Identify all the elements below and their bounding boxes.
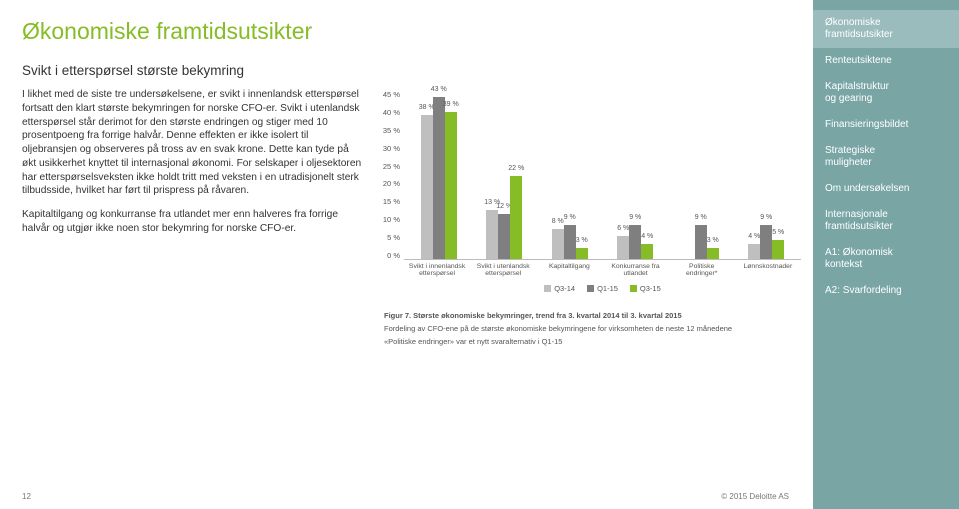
page-number: 12 [22,492,31,501]
page-title: Økonomiske framtidsutsikter [22,18,801,45]
bar-value-label: 9 % [760,214,772,221]
y-tick: 0 % [376,251,400,260]
sidebar-nav: ØkonomiskeframtidsutsikterRenteutsiktene… [813,0,959,509]
bar-value-label: 9 % [629,214,641,221]
sidebar-item[interactable]: Finansieringsbildet [813,112,959,138]
x-tick-label: Kapitaltilgang [540,263,598,278]
bar-value-label: 43 % [431,86,447,93]
y-tick: 25 % [376,162,400,171]
caption-note: «Politiske endringer» var et nytt svaral… [384,337,801,346]
bar-group: 4 %9 %5 % [748,225,784,259]
y-axis: 45 % 40 % 35 % 30 % 25 % 20 % 15 % 10 % 5 % 0 % [376,90,404,260]
x-tick-label: Svikt i innenlandsketterspørsel [408,263,466,278]
bar: 43 % [433,97,445,259]
legend-q315: Q3-15 [630,284,661,293]
bar-value-label: 6 % [617,225,629,232]
sidebar-item[interactable]: Om undersøkelsen [813,176,959,202]
swatch-icon [544,285,551,292]
sidebar-item[interactable]: Renteutsiktene [813,48,959,74]
chart-caption: Figur 7. Største økonomiske bekymringer,… [384,311,801,346]
bar: 12 % [498,214,510,259]
sidebar-item[interactable]: A1: Økonomiskkontekst [813,240,959,278]
sidebar-item[interactable]: Kapitalstrukturog gearing [813,74,959,112]
swatch-icon [630,285,637,292]
bar: 4 % [641,244,653,259]
bar-group: 38 %43 %39 % [421,97,457,259]
bar-value-label: 4 % [641,233,653,240]
bar: 22 % [510,176,522,259]
body-text: I likhet med de siste tre undersøkelsene… [22,88,362,350]
bar-value-label: 3 % [576,237,588,244]
bar-value-label: 22 % [508,165,524,172]
bar: 3 % [707,248,719,259]
bar-value-label: 9 % [564,214,576,221]
bar: 9 % [629,225,641,259]
sidebar-item[interactable]: Strategiskemuligheter [813,138,959,176]
legend-label: Q3-14 [554,284,575,293]
legend-label: Q1-15 [597,284,618,293]
bar: 9 % [695,225,707,259]
copyright: © 2015 Deloitte AS [721,492,789,501]
y-tick: 35 % [376,126,400,135]
y-tick: 10 % [376,215,400,224]
sidebar-item[interactable]: Internasjonaleframtidsutsikter [813,202,959,240]
bar-value-label: 3 % [707,237,719,244]
x-tick-label: Politiskeendringer* [673,263,731,278]
y-tick: 40 % [376,108,400,117]
y-tick: 15 % [376,197,400,206]
legend-label: Q3-15 [640,284,661,293]
page-subtitle: Svikt i etterspørsel største bekymring [22,63,801,78]
legend-q115: Q1-15 [587,284,618,293]
x-axis-labels: Svikt i innenlandsketterspørsel Svikt i u… [404,263,801,278]
bar-group: 6 %9 %4 % [617,225,653,259]
y-tick: 45 % [376,90,400,99]
bar: 6 % [617,236,629,259]
legend-q314: Q3-14 [544,284,575,293]
page-footer: 12 © 2015 Deloitte AS [22,492,789,501]
bar-group: 8 %9 %3 % [552,225,588,259]
caption-sub: Fordeling av CFO-ene på de største økono… [384,324,801,333]
bar: 38 % [421,115,433,259]
plot-area: 38 %43 %39 %13 %12 %22 %8 %9 %3 %6 %9 %4… [404,90,801,260]
sidebar-item[interactable]: A2: Svarfordeling [813,278,959,304]
x-tick-label: Lønnskostnader [739,263,797,278]
x-tick-label: Konkurranse frautlandet [607,263,665,278]
bar: 39 % [445,112,457,259]
y-tick: 20 % [376,179,400,188]
bar: 9 % [564,225,576,259]
bar-group: 13 %12 %22 % [486,176,522,259]
x-tick-label: Svikt i utenlandsketterspørsel [474,263,532,278]
bar-chart: 45 % 40 % 35 % 30 % 25 % 20 % 15 % 10 % 5 % 0 % 3… [376,88,801,350]
chart-legend: Q3-14 Q1-15 Q3-15 [404,284,801,293]
sidebar-item[interactable]: Økonomiskeframtidsutsikter [813,10,959,48]
bar-value-label: 9 % [695,214,707,221]
y-tick: 5 % [376,233,400,242]
bar: 5 % [772,240,784,259]
bar: 4 % [748,244,760,259]
paragraph-2: Kapitaltilgang og konkurranse fra utland… [22,208,362,236]
caption-title: Figur 7. Største økonomiske bekymringer,… [384,311,682,320]
y-tick: 30 % [376,144,400,153]
bar: 3 % [576,248,588,259]
bar-value-label: 39 % [443,101,459,108]
swatch-icon [587,285,594,292]
paragraph-1: I likhet med de siste tre undersøkelsene… [22,88,362,198]
bar-value-label: 5 % [772,229,784,236]
bar: 8 % [552,229,564,259]
bar-value-label: 4 % [748,233,760,240]
bar-value-label: 8 % [552,218,564,225]
bar: 9 % [760,225,772,259]
bar-group: 9 %3 % [683,225,719,259]
bar: 13 % [486,210,498,259]
